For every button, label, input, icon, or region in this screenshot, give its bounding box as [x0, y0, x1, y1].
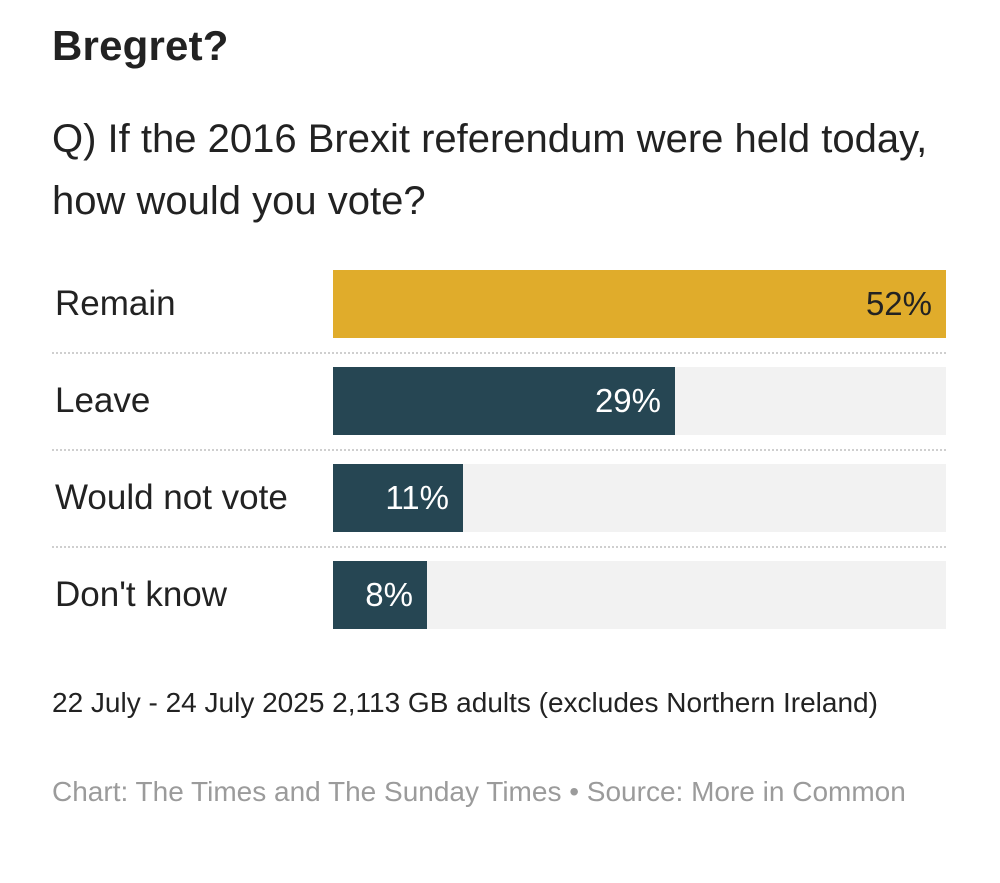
bar	[333, 367, 675, 435]
value-label: 11%	[385, 479, 449, 516]
bar-row: Would not vote 11%	[52, 449, 946, 532]
row-separator	[52, 352, 946, 354]
category-label: Remain	[55, 284, 176, 323]
category-label: Leave	[55, 381, 151, 420]
bar-track: 8%	[333, 561, 946, 629]
row-separator	[52, 449, 946, 451]
category-label: Don't know	[55, 575, 228, 614]
row-separator	[52, 546, 946, 548]
value-label: 52%	[865, 285, 932, 322]
chart-source: Chart: The Times and The Sunday Times • …	[52, 776, 906, 807]
bar-track: 52%	[333, 270, 946, 338]
chart-title: Bregret?	[52, 22, 229, 69]
chart-subtitle: Q) If the 2016 Brexit referendum were he…	[52, 117, 928, 223]
bar-row: Leave 29%	[52, 352, 946, 435]
value-label: 8%	[365, 576, 413, 613]
category-label: Would not vote	[55, 478, 288, 517]
survey-note: 22 July - 24 July 2025 2,113 GB adults (…	[52, 687, 878, 718]
bar-track: 11%	[333, 464, 946, 532]
bar-track: 29%	[333, 367, 946, 435]
bar-row: Don't know 8%	[52, 546, 946, 629]
bar	[333, 464, 463, 532]
bar-row: Remain 52%	[52, 270, 946, 338]
bar-chart: Remain 52% Leave 29% Would not vote 11% Don't …	[52, 270, 946, 629]
bar	[333, 561, 427, 629]
bar	[333, 270, 946, 338]
value-label: 29%	[594, 382, 661, 419]
